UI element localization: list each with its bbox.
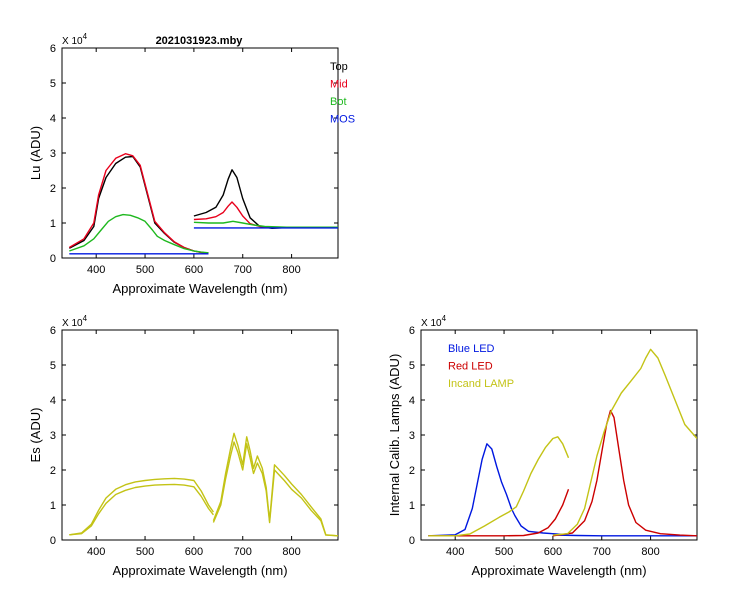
legend-entry-bot: Bot bbox=[330, 96, 347, 108]
x-tick-label: 600 bbox=[185, 546, 203, 558]
series-line-incand-lamp bbox=[552, 348, 697, 536]
y-tick-label: 2 bbox=[50, 465, 56, 477]
x-tick-label: 400 bbox=[87, 264, 105, 276]
x-tick-label: 400 bbox=[446, 546, 464, 558]
x-tick-label: 600 bbox=[544, 546, 562, 558]
series-line-incand-lamp bbox=[428, 436, 570, 537]
series-line-red-led bbox=[428, 489, 570, 537]
y-tick-label: 5 bbox=[50, 78, 56, 90]
y-tick-label: 4 bbox=[409, 395, 415, 407]
series-line-unnamed bbox=[69, 477, 214, 536]
y-tick-label: 3 bbox=[50, 148, 56, 160]
x-tick-label: 800 bbox=[282, 264, 300, 276]
series-line-unnamed bbox=[69, 483, 214, 536]
y-exponent-label: X 104 bbox=[62, 32, 88, 47]
legend-entry-blue-led: Blue LED bbox=[448, 343, 495, 355]
x-tick-label: 700 bbox=[593, 546, 611, 558]
plot-area bbox=[69, 432, 338, 537]
series-line-blue-led bbox=[552, 534, 697, 537]
y-tick-label: 3 bbox=[50, 430, 56, 442]
y-tick-label: 3 bbox=[409, 430, 415, 442]
x-axis-label: Approximate Wavelength (nm) bbox=[112, 563, 287, 578]
y-tick-label: 6 bbox=[50, 325, 56, 337]
y-tick-label: 1 bbox=[50, 500, 56, 512]
x-tick-label: 700 bbox=[234, 546, 252, 558]
chart-es: 0 1 2 3 4 5 6 400 500 600 700 800 X 104 Approximate W… bbox=[28, 314, 339, 578]
legend-entry-mos: MOS bbox=[330, 114, 355, 126]
y-tick-label: 5 bbox=[50, 360, 56, 372]
plot-frame bbox=[61, 329, 339, 541]
y-tick-label: 5 bbox=[409, 360, 415, 372]
y-tick-label: 0 bbox=[50, 535, 56, 547]
x-tick-label: 700 bbox=[234, 264, 252, 276]
series-line-top bbox=[193, 169, 338, 230]
figure-title: 2021031923.mby bbox=[156, 35, 244, 47]
x-axis-label: Approximate Wavelength (nm) bbox=[112, 281, 287, 296]
series-line-unnamed bbox=[212, 441, 338, 537]
y-tick-label: 1 bbox=[409, 500, 415, 512]
series-line-blue-led bbox=[428, 443, 568, 537]
series-line-bot bbox=[69, 213, 209, 254]
x-tick-label: 500 bbox=[136, 546, 154, 558]
y-tick-label: 2 bbox=[409, 465, 415, 477]
x-axis-label: Approximate Wavelength (nm) bbox=[471, 563, 646, 578]
series-line-bot bbox=[193, 220, 338, 228]
legend-entry-top: Top bbox=[330, 61, 348, 73]
legend-entry-incand-lamp: Incand LAMP bbox=[448, 378, 514, 390]
y-tick-label: 6 bbox=[50, 43, 56, 55]
y-exponent-label: X 104 bbox=[421, 314, 447, 329]
x-tick-label: 500 bbox=[136, 264, 154, 276]
series-line-top bbox=[68, 155, 209, 254]
y-tick-label: 1 bbox=[50, 218, 56, 230]
chart-calib-lamps: 0 1 2 3 4 5 6 400 500 600 700 800 X 104 Approximate W… bbox=[387, 314, 698, 578]
x-tick-label: 800 bbox=[282, 546, 300, 558]
series-line-unnamed bbox=[212, 432, 338, 537]
x-tick-label: 400 bbox=[87, 546, 105, 558]
y-tick-label: 2 bbox=[50, 183, 56, 195]
y-tick-label: 0 bbox=[409, 535, 415, 547]
series-line-mid bbox=[68, 152, 209, 254]
y-axis-label: Internal Calib. Lamps (ADU) bbox=[387, 354, 402, 517]
y-axis-label: Es (ADU) bbox=[28, 408, 43, 463]
y-tick-label: 4 bbox=[50, 113, 56, 125]
legend-entry-mid: Mid bbox=[330, 79, 348, 91]
y-tick-label: 6 bbox=[409, 325, 415, 337]
x-tick-label: 600 bbox=[185, 264, 203, 276]
y-exponent-label: X 104 bbox=[62, 314, 88, 329]
y-axis-label: Lu (ADU) bbox=[28, 126, 43, 180]
y-tick-label: 0 bbox=[50, 253, 56, 265]
plot-area bbox=[68, 152, 338, 255]
plot-area bbox=[428, 348, 697, 537]
series-line-red-led bbox=[552, 409, 697, 537]
chart-lu: 0 1 2 3 4 5 6 400 500 600 700 800 X 104 Approximate W… bbox=[28, 32, 355, 296]
x-tick-label: 500 bbox=[495, 546, 513, 558]
x-tick-label: 800 bbox=[641, 546, 659, 558]
legend-entry-red-led: Red LED bbox=[448, 361, 493, 373]
y-tick-label: 4 bbox=[50, 395, 56, 407]
